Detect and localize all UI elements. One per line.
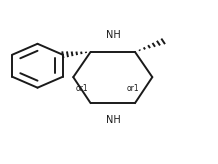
Text: NH: NH	[106, 115, 120, 125]
Text: or1: or1	[126, 84, 139, 93]
Text: NH: NH	[106, 30, 120, 40]
Text: or1: or1	[75, 84, 88, 93]
